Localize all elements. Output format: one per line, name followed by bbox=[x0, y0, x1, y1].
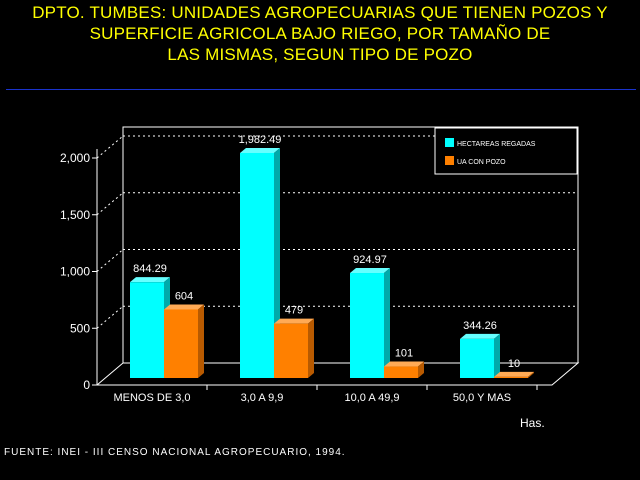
y-tick-label: 1,000 bbox=[60, 265, 90, 279]
x-tick-label: 10,0 A 49,9 bbox=[344, 392, 399, 404]
bar-ua-con-pozo-front bbox=[274, 323, 308, 378]
bar-ua-con-pozo-side bbox=[528, 371, 534, 378]
bar-ua-con-pozo bbox=[164, 304, 204, 378]
title-line-2: SUPERFICIE AGRICOLA BAJO RIEGO, POR TAMA… bbox=[89, 24, 551, 43]
data-label: 344.26 bbox=[463, 320, 497, 332]
legend-label: UA CON POZO bbox=[457, 159, 506, 166]
bar-ua-con-pozo-front bbox=[164, 309, 198, 378]
data-label: 10 bbox=[508, 358, 520, 370]
legend-label: HECTAREAS REGADAS bbox=[457, 141, 536, 148]
data-label: 924.97 bbox=[353, 254, 387, 266]
data-label: 844.29 bbox=[133, 263, 167, 275]
legend-box bbox=[434, 127, 578, 175]
bar-ua-con-pozo-side bbox=[308, 318, 314, 378]
bar-hectareas-regadas-front bbox=[460, 338, 494, 378]
bar-ua-con-pozo-top bbox=[494, 371, 534, 377]
grid-line-side bbox=[96, 249, 124, 272]
data-label: 1,982.49 bbox=[239, 134, 282, 146]
legend-swatch bbox=[445, 138, 454, 147]
source-note: FUENTE: INEI - III CENSO NACIONAL AGROPE… bbox=[4, 447, 346, 458]
unit-label: Has. bbox=[520, 416, 545, 430]
bar-hectareas-regadas-top bbox=[240, 147, 280, 153]
bar-ua-con-pozo-top bbox=[274, 318, 314, 324]
bar-ua-con-pozo bbox=[274, 318, 314, 378]
grid-line-side bbox=[96, 135, 124, 159]
grid-line-side bbox=[96, 192, 124, 216]
bar-hectareas-regadas-front bbox=[240, 152, 274, 378]
title-line-3: LAS MISMAS, SEGUN TIPO DE POZO bbox=[167, 45, 473, 64]
grid-line-side bbox=[96, 305, 124, 329]
bar-hectareas-regadas-front bbox=[130, 282, 164, 378]
chart-title: DPTO. TUMBES: UNIDADES AGROPECUARIAS QUE… bbox=[0, 2, 640, 65]
data-label: 479 bbox=[285, 305, 303, 317]
bar-hectareas-regadas bbox=[460, 333, 500, 378]
bar-ua-con-pozo-front bbox=[384, 366, 418, 378]
title-divider bbox=[6, 89, 636, 90]
bar-ua-con-pozo-front bbox=[494, 376, 528, 378]
data-label: 101 bbox=[395, 348, 413, 360]
bar-hectareas-regadas-side bbox=[494, 333, 500, 378]
bar-ua-con-pozo-side bbox=[198, 304, 204, 378]
x-tick-label: 50,0 Y MAS bbox=[453, 392, 511, 404]
bar-hectareas-regadas-front bbox=[350, 273, 384, 378]
bar-hectareas-regadas-top bbox=[350, 268, 390, 274]
bar-hectareas-regadas bbox=[350, 268, 390, 378]
bar-hectareas-regadas-top bbox=[130, 277, 170, 283]
x-tick-label: 3,0 A 9,9 bbox=[241, 392, 284, 404]
y-tick-label: 1,500 bbox=[60, 208, 90, 222]
left-wall bbox=[97, 127, 123, 385]
bar-ua-con-pozo-side bbox=[418, 361, 424, 378]
bar-ua-con-pozo bbox=[494, 371, 534, 378]
y-tick-label: 2,000 bbox=[60, 151, 90, 165]
bar-ua-con-pozo bbox=[384, 361, 424, 378]
legend-swatch bbox=[445, 156, 454, 165]
data-label: 604 bbox=[175, 290, 193, 302]
bar-hectareas-regadas-top bbox=[460, 333, 500, 339]
y-tick-label: 0 bbox=[83, 378, 90, 392]
bar-ua-con-pozo-top bbox=[384, 361, 424, 367]
x-tick-label: MENOS DE 3,0 bbox=[113, 392, 190, 404]
bar-ua-con-pozo-top bbox=[164, 304, 204, 310]
y-tick-label: 500 bbox=[70, 321, 90, 335]
bar-hectareas-regadas-side bbox=[384, 268, 390, 378]
title-line-1: DPTO. TUMBES: UNIDADES AGROPECUARIAS QUE… bbox=[32, 3, 608, 22]
bar-hectareas-regadas bbox=[240, 147, 280, 378]
floor bbox=[95, 362, 580, 386]
